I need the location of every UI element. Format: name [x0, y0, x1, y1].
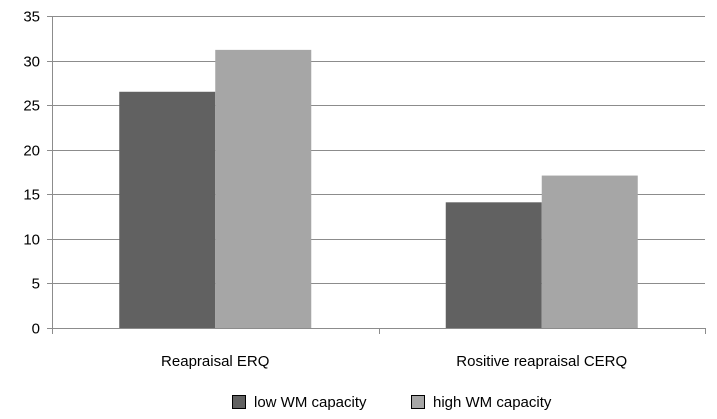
- legend: low WM capacity high WM capacity: [232, 394, 552, 411]
- category-labels: Reapraisal ERQ Rositive reapraisal CERQ: [161, 353, 627, 370]
- y-tick-label: 5: [32, 276, 40, 293]
- y-tick-label: 30: [23, 54, 40, 71]
- legend-label-low-wm: low WM capacity: [254, 394, 367, 411]
- y-tick-label: 35: [23, 9, 40, 26]
- x-category-label: Reapraisal ERQ: [161, 353, 269, 370]
- y-tick-labels: 0 5 10 15 20 25 30 35: [23, 9, 40, 338]
- y-tick-label: 10: [23, 232, 40, 249]
- y-tick-label: 20: [23, 143, 40, 160]
- x-category-label: Rositive reapraisal CERQ: [456, 353, 627, 370]
- y-tick-label: 0: [32, 321, 40, 338]
- bar-low-wm-1: [445, 202, 542, 328]
- legend-swatch-low-wm: [232, 395, 246, 409]
- legend-label-high-wm: high WM capacity: [433, 394, 552, 411]
- bar-low-wm-0: [119, 91, 216, 329]
- legend-swatch-high-wm: [411, 395, 425, 409]
- bar-high-wm-0: [215, 49, 312, 328]
- bars: [119, 49, 638, 329]
- y-tick-label: 25: [23, 98, 40, 115]
- bar-high-wm-1: [541, 175, 638, 328]
- y-tick-label: 15: [23, 187, 40, 204]
- axes: [47, 16, 706, 334]
